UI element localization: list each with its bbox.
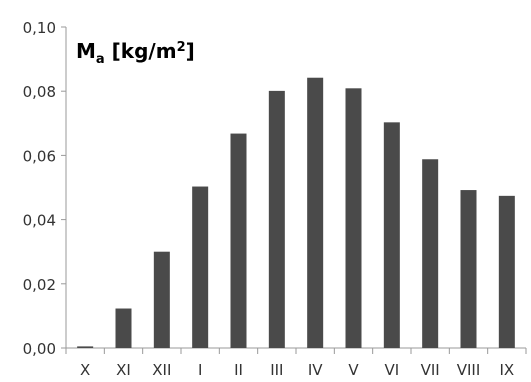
x-tick-label: XII (152, 361, 171, 379)
x-tick-label: VII (421, 361, 440, 379)
y-tick-label: 0,08 (23, 83, 56, 101)
y-axis: 0,00 0,02 0,04 0,06 0,08 0,10 (23, 19, 67, 358)
bar-XII (153, 251, 170, 348)
bar-III (268, 90, 285, 348)
x-tick-label: IX (499, 361, 514, 379)
y-tick-label: 0,00 (23, 340, 56, 358)
bar-II (230, 133, 247, 348)
y-tick-label: 0,04 (23, 212, 56, 230)
bar-X (77, 346, 94, 348)
bar-I (192, 186, 209, 348)
y-tick-label: 0,02 (23, 276, 56, 294)
x-tick-label: III (270, 361, 283, 379)
bars (77, 77, 515, 348)
x-tick-label: IV (308, 361, 323, 379)
bar-VIII (460, 190, 477, 348)
x-tick-label: XI (116, 361, 131, 379)
y-tick-label: 0,10 (23, 19, 56, 37)
bar-VI (383, 122, 400, 348)
bar-VII (422, 159, 439, 348)
x-tick-label: V (348, 361, 359, 379)
x-tick-label: VI (384, 361, 399, 379)
x-tick-label: I (198, 361, 202, 379)
bar-V (345, 88, 362, 348)
chart-title: Ma [kg/m2] (76, 39, 195, 67)
y-tick-label: 0,06 (23, 147, 56, 165)
x-tick-label: X (80, 361, 90, 379)
x-tick-label: VIII (457, 361, 481, 379)
x-tick-label: II (234, 361, 243, 379)
x-axis: X XI XII I II III IV V VI VII VIII IX (65, 347, 527, 379)
bar-XI (115, 308, 132, 348)
bar-IV (307, 77, 324, 348)
bar-IX (498, 195, 515, 348)
